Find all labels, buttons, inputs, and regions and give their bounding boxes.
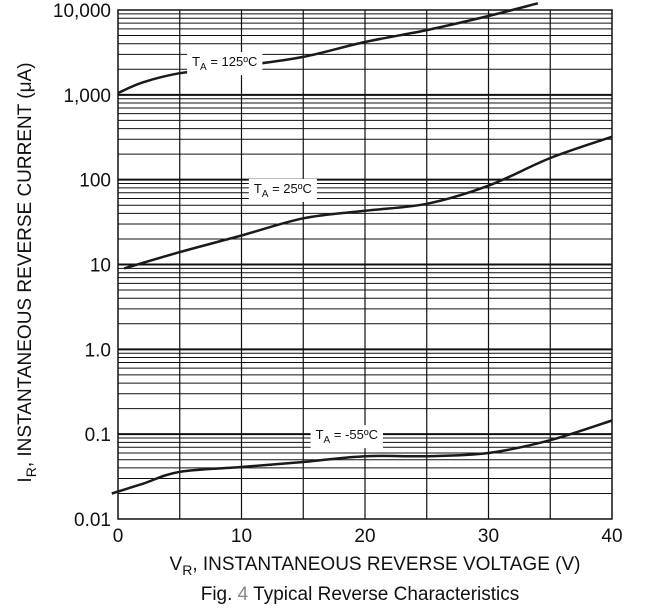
y-tick-label: 1,000: [63, 86, 111, 107]
series-label-main-1: T: [254, 181, 262, 196]
y-axis-title-sub: R: [23, 467, 39, 477]
y-axis-title: IR, INSTANTANEOUS REVERSE CURRENT (μA): [15, 62, 39, 482]
x-tick-label: 40: [601, 526, 622, 547]
y-tick-label: 100: [79, 171, 111, 192]
caption-number: 4: [238, 584, 249, 605]
x-tick-label: 0: [113, 526, 124, 547]
figure-caption: Fig. 4 Typical Reverse Characteristics: [201, 584, 520, 605]
series-line-0: [117, 2, 539, 95]
series-label-rest-1: = 25ºC: [268, 181, 311, 196]
x-axis-title-rest: , INSTANTANEOUS REVERSE VOLTAGE (V): [192, 554, 580, 575]
series-label-sub-1: A: [262, 189, 269, 200]
x-axis-title-main: V: [170, 554, 183, 575]
series-label-bg-0: [187, 52, 263, 76]
series-line-1: [123, 135, 613, 270]
x-tick-label: 30: [478, 526, 499, 547]
x-tick-label: 10: [231, 526, 252, 547]
series-label-sub-0: A: [200, 62, 207, 73]
series-label-0: TA = 125ºC: [192, 54, 257, 73]
y-axis-title-main: I: [15, 477, 36, 482]
y-tick-label: 0.01: [74, 510, 111, 531]
series-label-rest-2: = -55ºC: [330, 427, 378, 442]
y-tick-label: 1.0: [85, 340, 111, 361]
x-axis-title: VR, INSTANTANEOUS REVERSE VOLTAGE (V): [170, 554, 581, 578]
y-tick-labels: 10,000 1,000 100 10 1.0 0.1 0.01: [53, 1, 111, 531]
series-label-bg-1: [248, 178, 317, 202]
x-axis-title-sub: R: [182, 562, 192, 578]
caption-prefix: Fig.: [201, 584, 238, 605]
series-label-main-2: T: [316, 427, 324, 442]
series-label-1: TA = 25ºC: [254, 181, 312, 200]
y-tick-label: 10: [90, 256, 111, 277]
series-label-sub-2: A: [324, 435, 331, 446]
series-label-main-0: T: [192, 54, 200, 69]
x-tick-label: 20: [354, 526, 375, 547]
series-label-2: TA = -55ºC: [316, 427, 378, 446]
series-line-2: [111, 419, 613, 495]
x-tick-labels: 0 10 20 30 40: [113, 526, 623, 547]
plot-frame: [117, 9, 613, 520]
series-label-bg-2: [310, 425, 383, 449]
caption-text: Typical Reverse Characteristics: [248, 584, 519, 605]
series-label-rest-0: = 125ºC: [207, 54, 258, 69]
y-axis-title-rest: , INSTANTANEOUS REVERSE CURRENT (μA): [15, 62, 36, 467]
y-tick-label: 10,000: [53, 1, 111, 22]
y-tick-label: 0.1: [85, 425, 111, 446]
